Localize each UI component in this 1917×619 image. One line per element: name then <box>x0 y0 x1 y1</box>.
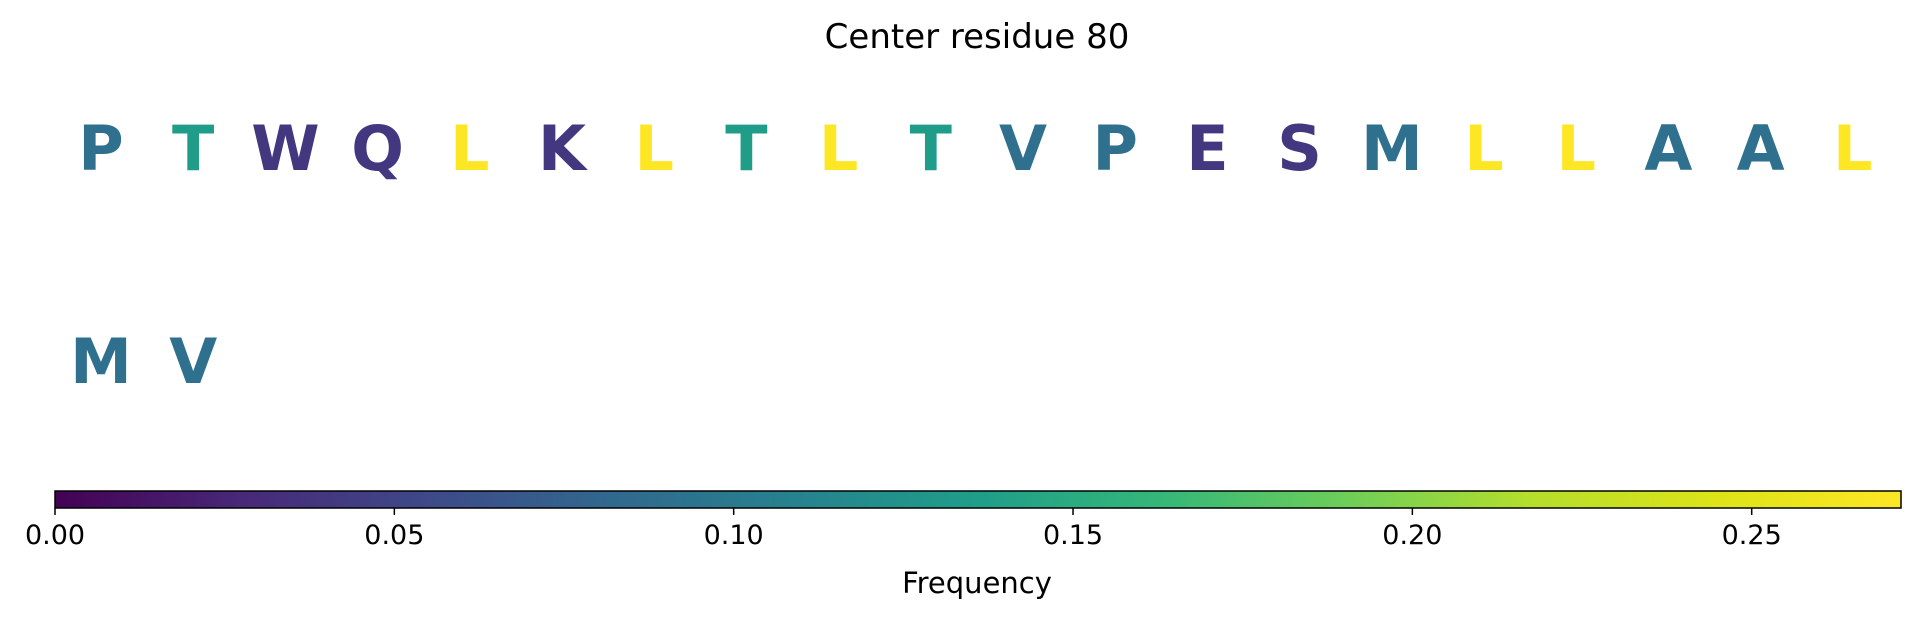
colorbar-gradient <box>54 490 1902 509</box>
residue-letter: V <box>169 325 217 398</box>
colorbar-tick-label: 0.00 <box>25 520 85 551</box>
residue-letter: T <box>910 112 952 185</box>
residue-letter: Q <box>351 112 404 185</box>
colorbar-tick-label: 0.05 <box>364 520 424 551</box>
colorbar-label: Frequency <box>902 566 1052 600</box>
residue-letter: W <box>251 112 319 185</box>
residue-letter: S <box>1277 112 1322 185</box>
residue-letter: L <box>1464 112 1504 185</box>
residue-letter: M <box>70 325 132 398</box>
chart-title: Center residue 80 <box>825 17 1130 57</box>
colorbar: 0.00 0.05 0.10 0.15 0.20 0.25 Frequency <box>25 490 1902 600</box>
residue-letter: P <box>1092 112 1137 185</box>
residue-letter: K <box>538 112 588 185</box>
residue-letter: A <box>1737 112 1785 185</box>
residue-letter: M <box>1361 112 1423 185</box>
residue-letter: A <box>1644 112 1692 185</box>
residue-letter: L <box>634 112 674 185</box>
residue-letter: L <box>1556 112 1596 185</box>
colorbar-tick-label: 0.25 <box>1722 520 1782 551</box>
residue-letter: L <box>819 112 859 185</box>
residue-letter: V <box>999 112 1047 185</box>
residue-letter: E <box>1186 112 1228 185</box>
colorbar-tick-label: 0.15 <box>1043 520 1103 551</box>
residue-letter: T <box>172 112 214 185</box>
residue-letter: T <box>725 112 767 185</box>
residue-letter: L <box>450 112 490 185</box>
residue-letter: P <box>78 112 123 185</box>
colorbar-tick-label: 0.10 <box>704 520 764 551</box>
residue-letter: L <box>1833 112 1873 185</box>
colorbar-tick-label: 0.20 <box>1382 520 1442 551</box>
residue-grid: P T W Q L K L T L T V P E S M L L A A LM V <box>70 112 1872 398</box>
colorbar-ticks: 0.00 0.05 0.10 0.15 0.20 0.25 <box>25 508 1782 551</box>
